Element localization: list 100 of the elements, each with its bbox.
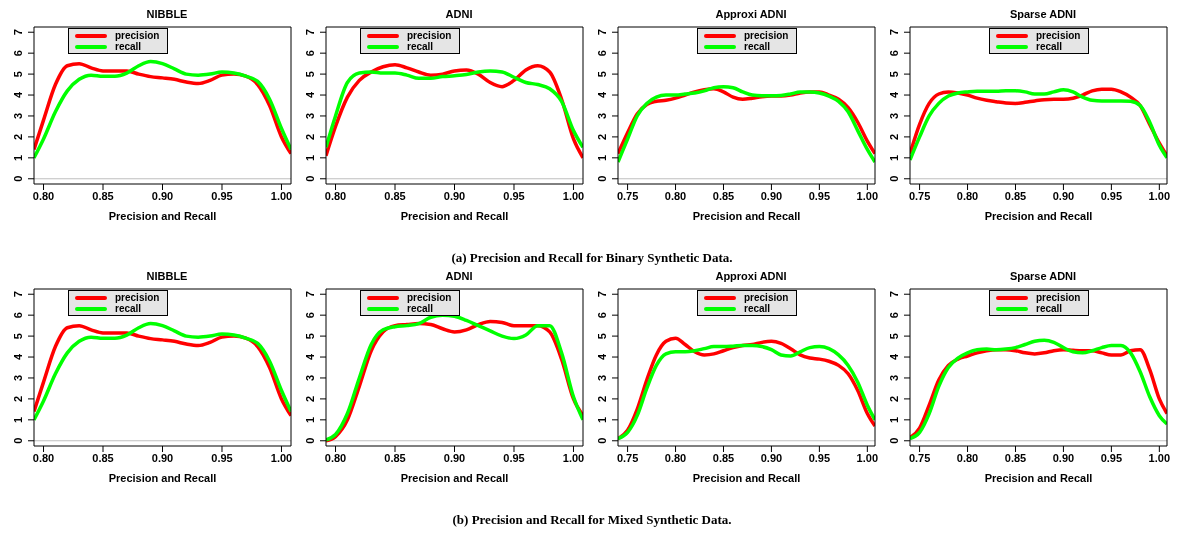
y-tick-label: 0 xyxy=(596,437,608,444)
y-tick-label: 4 xyxy=(304,91,316,99)
x-tick-label: 1.00 xyxy=(1148,189,1171,202)
legend-label: recall xyxy=(744,41,771,52)
y-tick-label: 7 xyxy=(596,29,608,36)
x-tick-label: 0.85 xyxy=(712,189,735,202)
legend-label: recall xyxy=(115,41,142,52)
x-tick-label: 0.80 xyxy=(664,451,687,464)
y-tick-label: 3 xyxy=(304,112,316,120)
y-tick-label: 2 xyxy=(596,133,608,140)
y-tick-label: 1 xyxy=(12,154,24,161)
x-tick-label: 0.80 xyxy=(324,189,347,202)
x-axis-title: Precision and Recall xyxy=(108,210,217,222)
y-tick-label: 1 xyxy=(12,416,24,423)
legend-label: precision xyxy=(407,292,452,303)
y-tick-label: 1 xyxy=(596,154,608,161)
x-tick-label: 0.85 xyxy=(1004,189,1027,202)
x-tick-label: 1.00 xyxy=(562,451,585,464)
x-tick-label: 0.90 xyxy=(443,189,466,202)
legend-label: precision xyxy=(407,30,452,41)
y-tick-label: 4 xyxy=(888,91,900,99)
y-tick-label: 7 xyxy=(888,291,900,298)
y-tick-label: 7 xyxy=(304,291,316,298)
y-tick-label: 0 xyxy=(596,175,608,182)
y-tick-label: 4 xyxy=(12,353,24,361)
chart-title: NIBBLE xyxy=(145,270,189,284)
y-tick-label: 6 xyxy=(888,50,900,57)
x-tick-label: 0.85 xyxy=(1004,451,1027,464)
y-tick-label: 4 xyxy=(304,353,316,361)
chart-title: Approxi ADNI xyxy=(714,8,788,22)
x-tick-label: 0.75 xyxy=(616,451,639,464)
legend-label: recall xyxy=(1036,303,1063,314)
x-tick-label: 0.95 xyxy=(808,451,831,464)
y-tick-label: 2 xyxy=(888,133,900,140)
chart-title: Approxi ADNI xyxy=(714,270,788,284)
x-tick-label: 0.90 xyxy=(1052,189,1075,202)
x-tick-label: 1.00 xyxy=(1148,451,1171,464)
y-tick-label: 7 xyxy=(596,291,608,298)
y-tick-label: 7 xyxy=(304,29,316,36)
y-tick-label: 3 xyxy=(304,374,316,382)
x-tick-label: 0.80 xyxy=(956,189,979,202)
y-tick-label: 5 xyxy=(12,71,24,78)
x-tick-label: 0.75 xyxy=(616,189,639,202)
y-tick-label: 5 xyxy=(12,333,24,340)
y-tick-label: 5 xyxy=(596,333,608,340)
legend-label: recall xyxy=(407,303,434,314)
y-tick-label: 5 xyxy=(304,71,316,78)
y-tick-label: 3 xyxy=(596,374,608,382)
legend-label: recall xyxy=(744,303,771,314)
chart-title: Sparse ADNI xyxy=(1008,270,1078,284)
x-tick-label: 0.95 xyxy=(808,189,831,202)
x-tick-label: 0.80 xyxy=(32,451,55,464)
legend-label: recall xyxy=(115,303,142,314)
chart-title: Sparse ADNI xyxy=(1008,8,1078,22)
legend-label: recall xyxy=(407,41,434,52)
y-tick-label: 7 xyxy=(12,29,24,36)
y-tick-label: 4 xyxy=(596,91,608,99)
text: (a) Precision and Recall for Binary Synthetic Data. xyxy=(450,249,734,267)
legend-label: precision xyxy=(115,292,160,303)
x-axis-title: Precision and Recall xyxy=(984,472,1093,484)
y-tick-label: 2 xyxy=(596,395,608,402)
y-tick-label: 2 xyxy=(304,395,316,402)
x-axis-title: Precision and Recall xyxy=(692,472,801,484)
x-tick-label: 0.95 xyxy=(503,451,525,464)
y-tick-label: 6 xyxy=(596,312,608,319)
y-tick-label: 2 xyxy=(12,395,24,402)
y-tick-label: 4 xyxy=(12,91,24,99)
x-axis-title: Precision and Recall xyxy=(984,210,1093,222)
y-tick-label: 6 xyxy=(12,50,24,57)
chart-title: NIBBLE xyxy=(145,8,189,22)
x-tick-label: 0.80 xyxy=(664,189,687,202)
x-tick-label: 1.00 xyxy=(270,451,293,464)
y-tick-label: 2 xyxy=(12,133,24,140)
x-tick-label: 0.90 xyxy=(760,189,783,202)
legend-label: precision xyxy=(744,30,789,41)
y-tick-label: 7 xyxy=(888,29,900,36)
x-tick-label: 0.90 xyxy=(151,451,174,464)
x-tick-label: 1.00 xyxy=(856,451,879,464)
y-tick-label: 2 xyxy=(888,395,900,402)
x-tick-label: 1.00 xyxy=(856,189,879,202)
y-tick-label: 5 xyxy=(304,333,316,340)
x-tick-label: 0.95 xyxy=(211,451,233,464)
y-tick-label: 5 xyxy=(888,71,900,78)
legend-label: recall xyxy=(1036,41,1063,52)
x-tick-label: 0.80 xyxy=(324,451,347,464)
y-tick-label: 5 xyxy=(596,71,608,78)
x-tick-label: 0.85 xyxy=(712,451,735,464)
y-tick-label: 0 xyxy=(888,175,900,182)
y-tick-label: 6 xyxy=(12,312,24,319)
y-tick-label: 1 xyxy=(304,154,316,161)
chart-title: ADNI xyxy=(444,270,474,284)
y-tick-label: 3 xyxy=(12,374,24,382)
y-tick-label: 2 xyxy=(304,133,316,140)
x-axis-title: Precision and Recall xyxy=(400,210,509,222)
y-tick-label: 6 xyxy=(596,50,608,57)
x-tick-label: 0.90 xyxy=(443,451,466,464)
x-tick-label: 0.95 xyxy=(211,189,233,202)
x-tick-label: 0.95 xyxy=(503,189,525,202)
y-tick-label: 0 xyxy=(888,437,900,444)
x-tick-label: 0.80 xyxy=(32,189,55,202)
